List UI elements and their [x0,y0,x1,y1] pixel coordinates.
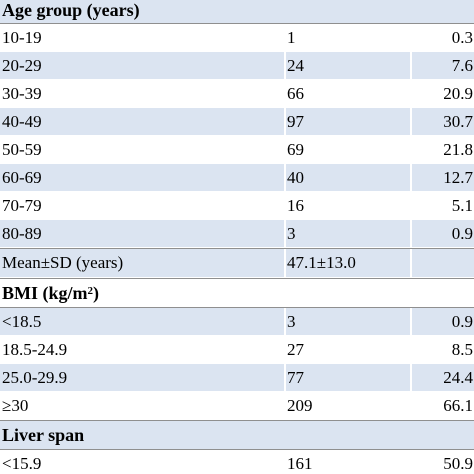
column-divider [410,308,412,335]
row-label: 30-39 [2,83,42,103]
row-percent [412,249,474,277]
row-count: 69 [287,139,304,159]
table-row-mean-sd: Mean±SD (years) 47.1±13.0 [0,248,474,278]
row-label: 50-59 [2,139,42,159]
column-divider [284,52,286,79]
table-row: <18.5 3 0.9 [0,308,474,336]
row-label: 70-79 [2,195,42,215]
row-count: 40 [287,167,304,187]
column-divider [284,364,286,391]
row-count: 77 [287,367,304,387]
row-percent: 0.9 [451,311,473,331]
row-count: 24 [287,55,304,75]
section-header-age-group: Age group (years) [0,0,474,24]
section-header-liver-span: Liver span [0,420,474,450]
row-percent: 24.4 [443,367,473,387]
section-title-bmi-end: ) [93,282,99,303]
table-row: ≥30 209 66.1 [0,392,474,420]
row-percent: 5.1 [451,195,473,215]
row-percent: 21.8 [443,139,473,159]
row-label: 18.5-24.9 [2,339,68,359]
section-title-liver-span: Liver span [2,424,85,445]
row-label: 20-29 [2,55,42,75]
row-label: 80-89 [2,223,42,243]
table-row: 60-69 40 12.7 [0,164,474,192]
row-label: 40-49 [2,111,42,131]
column-divider [284,249,286,277]
row-percent: 7.6 [451,55,473,75]
row-label: 25.0-29.9 [2,367,68,387]
row-label: Mean±SD (years) [2,253,124,272]
column-divider [410,164,412,191]
column-divider [284,308,286,335]
column-divider [284,164,286,191]
table-row: 50-59 69 21.8 [0,136,474,164]
table-row: 18.5-24.9 27 8.5 [0,336,474,364]
row-percent: 0.3 [451,27,473,47]
row-count: 97 [287,111,304,131]
row-count: 1 [287,27,296,47]
table-row: <15.9 161 50.9 [0,450,474,474]
row-count: 209 [287,395,313,415]
section-title-bmi-main: BMI (kg/m [2,282,88,303]
column-divider [410,108,412,135]
table-row: 25.0-29.9 77 24.4 [0,364,474,392]
row-percent: 0.9 [451,223,473,243]
row-count: 66 [287,83,304,103]
row-percent: 30.7 [443,111,473,131]
row-count: 3 [287,311,296,331]
column-divider [410,52,412,79]
section-title-age-group: Age group (years) [2,0,140,20]
column-divider [410,220,412,247]
row-count: 47.1±13.0 [287,253,356,272]
column-divider [410,364,412,391]
column-divider [410,249,412,277]
row-percent: 50.9 [443,453,473,473]
column-divider [284,220,286,247]
row-label: 60-69 [2,167,42,187]
table-row: 30-39 66 20.9 [0,80,474,108]
row-label: 10-19 [2,27,42,47]
table-row: 40-49 97 30.7 [0,108,474,136]
row-count: 27 [287,339,304,359]
row-count: 3 [287,223,296,243]
row-label: ≥30 [2,395,29,415]
table-row: 10-19 1 0.3 [0,24,474,52]
row-count: 161 [287,453,313,473]
section-title-bmi: BMI (kg/m 2) [2,282,99,303]
row-percent: 20.9 [443,83,473,103]
column-divider [284,108,286,135]
row-percent: 8.5 [451,339,473,359]
row-percent: 66.1 [443,395,473,415]
row-label: <15.9 [2,453,42,473]
table-row: 20-29 24 7.6 [0,52,474,80]
table-row: 80-89 3 0.9 [0,220,474,248]
row-label: <18.5 [2,311,42,331]
row-count: 16 [287,195,304,215]
row-percent: 12.7 [443,167,473,187]
section-header-bmi: BMI (kg/m 2) [0,278,474,308]
table-row: 70-79 16 5.1 [0,192,474,220]
